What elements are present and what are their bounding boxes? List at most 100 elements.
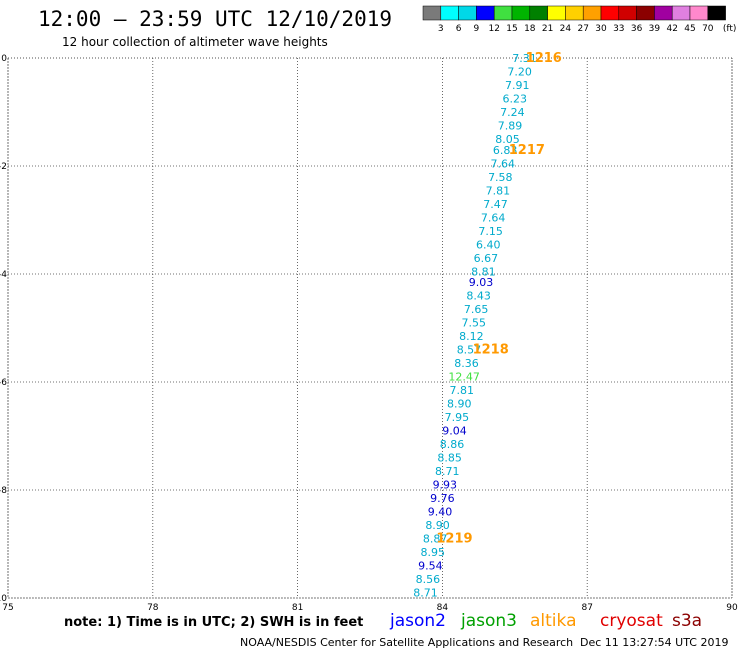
satellite-altika: altika xyxy=(530,611,577,631)
wave-height-label: 6.23 xyxy=(503,93,528,106)
colorbar-tick-label: 36 xyxy=(631,24,643,34)
colorbar-swatch xyxy=(636,5,655,21)
wave-height-label: 9.40 xyxy=(428,506,453,519)
satellite-cryosat: cryosat xyxy=(600,611,663,631)
pass-time-label: 1219 xyxy=(436,532,472,547)
colorbar-tick-label: 15 xyxy=(506,24,517,34)
y-tick-label: -8 xyxy=(0,486,7,496)
y-tick-label: 0 xyxy=(1,54,7,64)
colorbar-swatch xyxy=(458,5,477,21)
y-tick-label: -4 xyxy=(0,270,7,280)
y-tick-label: -2 xyxy=(0,162,7,172)
wave-height-label: 8.81 xyxy=(471,265,496,278)
colorbar-swatch xyxy=(671,5,691,21)
wave-height-label: 7.31 xyxy=(512,52,537,65)
colorbar-swatch xyxy=(440,5,459,21)
wave-height-label: 12.47 xyxy=(448,371,480,384)
colorbar-tick-label: 27 xyxy=(577,24,588,34)
colorbar-swatch xyxy=(707,5,726,21)
y-tick-label: -10 xyxy=(0,594,7,604)
colorbar-swatch xyxy=(529,5,548,21)
data-points: 7.317.207.916.237.247.898.056.837.647.58… xyxy=(413,51,562,600)
colorbar-tick-label: 3 xyxy=(438,24,444,34)
wave-height-label: 9.54 xyxy=(418,560,443,573)
wave-height-label: 9.93 xyxy=(433,479,458,492)
x-tick-label: 81 xyxy=(292,603,303,613)
wave-height-label: 7.64 xyxy=(481,211,506,224)
wave-height-label: 7.64 xyxy=(490,157,515,170)
colorbar-swatch xyxy=(689,5,709,21)
colorbar-tick-label: 45 xyxy=(684,24,695,34)
chart-title: 12:00 – 23:59 UTC 12/10/2019 xyxy=(38,7,392,31)
wave-height-label: 8.90 xyxy=(425,519,450,532)
wave-height-label: 7.47 xyxy=(483,198,508,211)
x-tick-label: 75 xyxy=(2,603,13,613)
colorbar-unit: (ft) xyxy=(723,24,737,34)
x-tick-label: 84 xyxy=(437,603,449,613)
satellite-jason3: jason3 xyxy=(460,611,517,631)
wave-height-label: 7.95 xyxy=(445,411,470,424)
wave-height-label: 8.95 xyxy=(420,546,445,559)
footer-timestamp: Dec 11 13:27:54 UTC 2019 xyxy=(580,636,728,649)
colorbar-tick-label: 24 xyxy=(560,24,572,34)
wave-height-label: 7.65 xyxy=(464,303,489,316)
colorbar-tick-label: 70 xyxy=(702,24,714,34)
colorbar-tick-label: 9 xyxy=(474,24,480,34)
colorbar-tick-label: 42 xyxy=(666,24,677,34)
chart-subtitle: 12 hour collection of altimeter wave hei… xyxy=(62,35,328,49)
pass-time-label: 1217 xyxy=(509,143,545,158)
legend-note: note: 1) Time is in UTC; 2) SWH is in fe… xyxy=(64,615,363,630)
colorbar-swatch xyxy=(476,5,495,21)
satellite-jason2: jason2 xyxy=(389,611,446,631)
colorbar-swatch xyxy=(511,5,531,21)
wave-height-label: 7.91 xyxy=(505,79,530,92)
wave-height-label: 7.15 xyxy=(478,225,503,238)
wave-height-label: 9.76 xyxy=(430,492,455,505)
wave-height-label: 8.71 xyxy=(413,587,438,600)
colorbar-swatch xyxy=(618,5,637,21)
wave-height-label: 7.24 xyxy=(500,106,525,119)
y-tick-label: -6 xyxy=(0,378,7,388)
wave-height-label: 9.03 xyxy=(469,276,494,289)
colorbar-swatch xyxy=(493,5,513,21)
colorbar-tick-label: 12 xyxy=(488,24,499,34)
colorbar-swatch xyxy=(547,5,566,21)
satellite-s3a: s3a xyxy=(672,611,702,631)
colorbar-tick-label: 21 xyxy=(542,24,553,34)
wave-height-label: 6.83 xyxy=(493,144,518,157)
colorbar-tick-label: 18 xyxy=(524,24,536,34)
wave-height-label: 9.04 xyxy=(442,425,467,438)
wave-height-label: 8.56 xyxy=(416,573,441,586)
wave-height-label: 8.36 xyxy=(454,357,479,370)
pass-time-label: 1216 xyxy=(526,51,562,66)
plot-axes: 75 78 81 84 87 90 0 -2 -4 -6 -8 -10 xyxy=(0,54,738,613)
wave-height-label: 8.90 xyxy=(447,398,472,411)
x-tick-label: 90 xyxy=(726,603,738,613)
wave-height-label: 7.81 xyxy=(486,184,511,197)
footer-credit: NOAA/NESDIS Center for Satellite Applica… xyxy=(240,636,573,649)
wave-height-label: 7.81 xyxy=(449,384,474,397)
colorbar-swatch xyxy=(565,5,584,21)
wave-height-label: 6.67 xyxy=(474,252,499,265)
wave-height-label: 7.20 xyxy=(507,66,532,79)
pass-time-label: 1218 xyxy=(473,343,509,358)
colorbar-swatch xyxy=(654,5,673,21)
colorbar: 3 6 9 12 15 18 21 24 27 30 33 36 39 42 45 70 (ft) xyxy=(422,5,737,34)
wave-height-label: 8.86 xyxy=(440,438,465,451)
satellite-legend: jason2 jason3 altika cryosat s3a xyxy=(389,611,702,631)
colorbar-swatch xyxy=(600,5,620,21)
wave-height-label: 8.12 xyxy=(459,330,484,343)
plot-frame xyxy=(7,57,733,599)
wave-height-label: 7.89 xyxy=(498,120,523,133)
wave-height-label: 7.55 xyxy=(462,317,487,330)
wave-height-label: 8.05 xyxy=(495,133,520,146)
wave-height-label: 6.40 xyxy=(476,238,501,251)
wave-height-label: 7.58 xyxy=(488,171,513,184)
colorbar-tick-label: 33 xyxy=(613,24,624,34)
x-tick-label: 78 xyxy=(147,603,159,613)
plot-grid xyxy=(7,57,733,599)
colorbar-tick-label: 6 xyxy=(456,24,462,34)
wave-height-label: 8.71 xyxy=(435,465,460,478)
colorbar-tick-label: 30 xyxy=(595,24,607,34)
